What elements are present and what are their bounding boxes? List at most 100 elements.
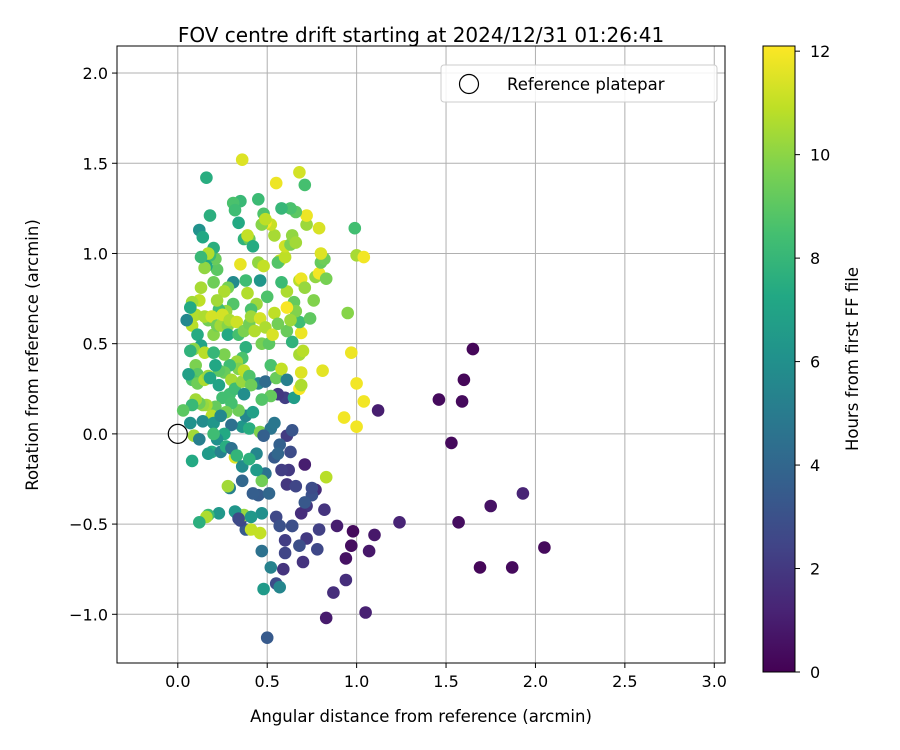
legend-label: Reference platepar [507,75,665,94]
scatter-point [350,377,363,390]
scatter-point [207,276,220,289]
y-axis-title: Rotation from reference (arcmin) [23,219,42,491]
scatter-point [203,371,217,385]
scatter-point [273,519,287,533]
scatter-point [241,286,254,300]
scatter-point [194,281,208,295]
scatter-point [193,433,206,446]
scatter-point [345,539,358,552]
scatter-point [243,422,256,435]
scatter-point [284,202,297,215]
scatter-point [246,240,260,253]
y-tick-label: 0.5 [83,335,108,354]
scatter-point [280,373,294,387]
x-tick-label: 1.5 [433,672,458,691]
scatter-point [260,631,274,644]
scatter-point [268,306,281,320]
colorbar-label: Hours from first FF file [843,267,862,451]
scatter-point [294,366,308,379]
scatter-point [280,324,294,338]
scatter-point [239,274,253,287]
scatter-point [280,285,294,298]
y-tick-label: 1.5 [83,154,108,173]
scatter-point [294,326,308,340]
scatter-point [312,221,326,235]
scatter-point [318,503,331,516]
scatter-point [452,516,465,529]
scatter-point [278,250,292,264]
x-axis-title: Angular distance from reference (arcmin) [250,707,592,726]
scatter-point [194,250,208,264]
scatter-point [275,463,288,477]
scatter-point [305,481,319,495]
scatter-point [432,393,446,406]
scatter-point [246,405,260,419]
y-ticks: −1.0 −0.5 0.0 0.5 1.0 1.5 2.0 [69,64,117,624]
colorbar-tick-label: 0 [810,663,820,682]
scatter-point [311,543,324,556]
scatter-point [230,315,244,329]
data-points [176,153,551,644]
scatter-point [198,346,211,360]
colorbar-tick-label: 6 [810,353,820,372]
scatter-point [330,519,344,533]
scatter-point [257,259,270,273]
colorbar-tick-label: 12 [810,42,830,61]
scatter-point [341,306,355,320]
scatter-point [346,525,360,538]
y-tick-label: −1.0 [69,605,108,624]
scatter-point [212,507,226,520]
scatter-point [368,528,381,542]
scatter-point [271,447,285,461]
scatter-point [285,519,299,533]
scatter-point [505,561,519,574]
scatter-point [200,171,213,184]
scatter-point [214,409,227,423]
scatter-point [516,487,530,500]
scatter-point [466,342,480,356]
reference-marker [167,423,188,444]
scatter-point [314,247,328,260]
x-tick-label: 2.0 [523,672,548,691]
scatter-point [278,534,292,547]
scatter-point [298,496,312,509]
scatter-point [269,371,283,385]
scatter-point [257,429,270,443]
colorbar-gradient [763,46,795,672]
scatter-point [327,586,340,599]
colorbar-tick-label: 2 [810,560,820,579]
scatter-point [232,512,245,525]
scatter-point [359,606,372,619]
scatter-point [244,378,258,392]
scatter-point [275,276,288,289]
y-tick-label: 1.0 [83,244,108,263]
scatter-point [371,404,385,417]
scatter-point [303,312,317,325]
scatter-point [538,541,551,554]
scatter-point [293,539,306,552]
scatter-point [255,393,269,406]
scatter-point [268,229,281,242]
scatter-point [269,176,283,190]
scatter-point [296,555,310,569]
scatter-point [319,272,333,286]
x-tick-label: 0.5 [254,672,279,691]
scatter-point [221,479,235,493]
scatter-point [209,359,222,372]
scatter-point [218,285,231,298]
scatter-point [232,216,245,230]
scatter-point [455,395,469,408]
scatter-point [259,212,272,226]
scatter-point [203,209,217,222]
scatter-point [235,153,249,166]
scatter-point [278,546,292,560]
scatter-point [284,313,297,327]
scatter-point [350,420,363,434]
scatter-point [260,290,274,304]
scatter-point [285,335,299,349]
y-tick-label: −0.5 [69,515,108,534]
colorbar-tick-label: 4 [810,456,820,475]
y-tick-label: 0.0 [83,425,108,444]
scatter-point [221,328,235,342]
